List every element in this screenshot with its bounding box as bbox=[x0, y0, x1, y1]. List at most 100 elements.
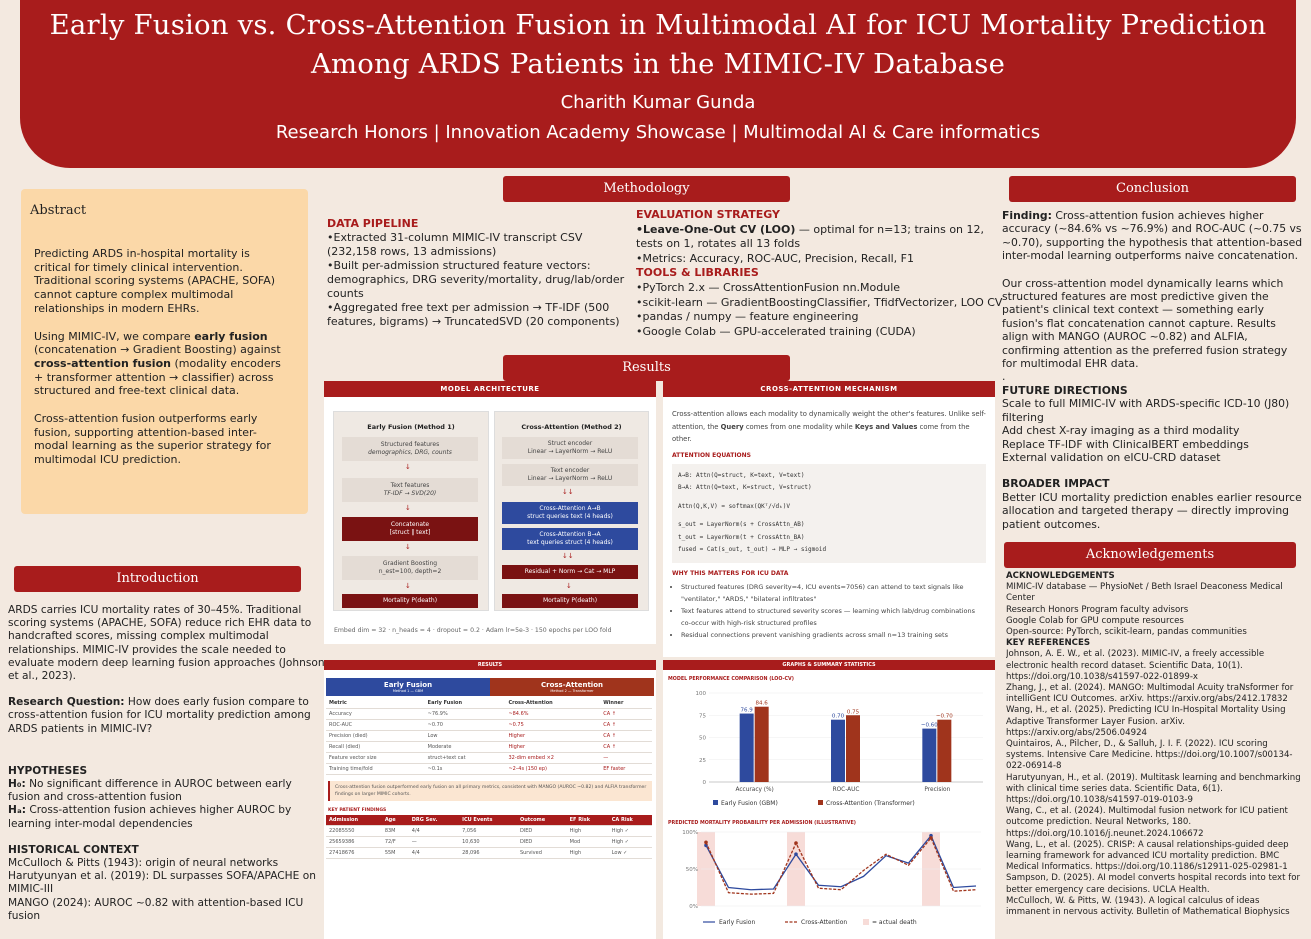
results-banner: Results bbox=[503, 355, 790, 381]
results-header-row: Early Fusion Method 1 — GBM Cross-Attenti… bbox=[326, 678, 654, 696]
table-cell: 22085550 bbox=[326, 825, 382, 837]
table-row: Feature vector size struct+text cat 32-dim… bbox=[326, 752, 652, 764]
bar-chart-title: MODEL PERFORMANCE COMPARISON (LOO-CV) bbox=[668, 677, 794, 682]
series-line bbox=[705, 836, 977, 895]
bar bbox=[754, 706, 769, 782]
table-cell: High ✓ bbox=[608, 836, 652, 848]
table-cell: ~84.6% bbox=[505, 708, 601, 720]
evaluation-strategy: EVALUATION STRATEGY •Leave-One-Out CV (L… bbox=[636, 208, 1003, 338]
table-cell: High bbox=[566, 825, 609, 837]
bar-value-label: 0.70 bbox=[832, 714, 845, 720]
conclusion-banner: Conclusion bbox=[1009, 176, 1296, 202]
legend-label: = actual death bbox=[872, 919, 917, 926]
table-header-row: Metric Early Fusion Cross-Attention Winner bbox=[326, 698, 652, 709]
introduction-banner: Introduction bbox=[14, 566, 301, 592]
architecture-footnote: Embed dim = 32 · n_heads = 4 · dropout =… bbox=[334, 627, 612, 634]
legend-swatch bbox=[863, 919, 869, 925]
table-cell: Higher bbox=[505, 730, 601, 742]
table-cell: Low ✓ bbox=[608, 847, 652, 859]
table-row: ROC-AUC ~0.70 ~0.75 CA ↑ bbox=[326, 719, 652, 731]
x-tick-label: Precision bbox=[924, 787, 950, 793]
table-cell: Survived bbox=[516, 847, 567, 859]
legend-label: Cross-Attention (Transformer) bbox=[826, 800, 915, 807]
abstract-box: Abstract Predicting ARDS in-hospital mor… bbox=[21, 189, 308, 514]
y-tick-label: 0% bbox=[689, 904, 698, 910]
y-tick-label: 100 bbox=[696, 691, 707, 697]
table-row: Accuracy ~76.9% ~84.6% CA ↑ bbox=[326, 708, 652, 720]
methodology-banner: Methodology bbox=[503, 176, 790, 202]
bar bbox=[937, 719, 952, 782]
ca-output-node: Mortality P(death) bbox=[502, 594, 638, 608]
results-table-title: RESULTS bbox=[324, 660, 656, 670]
table-cell: ~0.70 bbox=[424, 719, 506, 731]
legend-label: Cross-Attention bbox=[801, 919, 847, 926]
legend-label: Early Fusion (GBM) bbox=[721, 800, 778, 807]
table-cell: ROC-AUC bbox=[326, 719, 425, 731]
ef-arrow-1: ↓ bbox=[405, 463, 411, 471]
legend-label: Early Fusion bbox=[719, 919, 755, 926]
kp-header-row: Admission Age DRG Sev. ICU Events Outcome EF … bbox=[326, 815, 652, 826]
table-cell: CA ↑ bbox=[600, 708, 652, 720]
table-row: 27418676 55M 4/4 28,096 Survived High Low ✓ bbox=[326, 847, 652, 859]
table-cell: 10,630 bbox=[459, 836, 517, 848]
y-tick-label: 0 bbox=[703, 780, 707, 786]
table-cell: ~0.75 bbox=[505, 719, 601, 731]
table-cell: Low bbox=[424, 730, 506, 742]
why-list: Structured features (DRG severity=4, ICU… bbox=[681, 581, 986, 641]
table-cell: High ✓ bbox=[608, 825, 652, 837]
acknowledgements-banner: Acknowledgements bbox=[1004, 542, 1296, 568]
table-cell: Mod bbox=[566, 836, 609, 848]
table-cell: 25659386 bbox=[326, 836, 382, 848]
bar bbox=[739, 713, 754, 782]
table-cell: DIED bbox=[516, 836, 567, 848]
table-cell: CA ↑ bbox=[600, 730, 652, 742]
table-cell: CA ↑ bbox=[600, 741, 652, 753]
table-cell: EF faster bbox=[600, 763, 652, 775]
line-chart-title: PREDICTED MORTALITY PROBABILITY PER ADMI… bbox=[668, 821, 856, 826]
abstract-body: Predicting ARDS in-hospital mortality is… bbox=[34, 247, 281, 467]
ef-text-node: Text features TF-IDF → SVD(20) bbox=[342, 478, 478, 502]
cross-attention-mechanism-panel: CROSS-ATTENTION MECHANISM Cross-attentio… bbox=[663, 381, 995, 657]
poster-header: Early Fusion vs. Cross-Attention Fusion … bbox=[20, 0, 1296, 168]
introduction-body: ARDS carries ICU mortality rates of 30–4… bbox=[8, 604, 325, 922]
ef-arrow-4: ↓ bbox=[405, 582, 411, 590]
y-tick-label: 100% bbox=[682, 830, 698, 836]
table-cell: CA ↑ bbox=[600, 719, 652, 731]
ef-arrow-2: ↓ bbox=[405, 504, 411, 512]
table-cell: Higher bbox=[505, 741, 601, 753]
mechanism-title: CROSS-ATTENTION MECHANISM bbox=[663, 381, 995, 397]
ca-residual-node: Residual + Norm → Cat → MLP bbox=[502, 565, 638, 579]
legend-swatch bbox=[818, 800, 823, 805]
y-tick-label: 50 bbox=[699, 736, 706, 742]
why-title: WHY THIS MATTERS FOR ICU DATA bbox=[672, 569, 789, 577]
table-cell: 83M bbox=[381, 825, 409, 837]
ca-text-encoder-node: Text encoder Linear → LayerNorm → ReLU bbox=[502, 464, 638, 486]
ca-cross-ab-node: Cross-Attention A→B struct queries text (… bbox=[502, 502, 638, 524]
table-cell: 27418676 bbox=[326, 847, 382, 859]
architecture-title: MODEL ARCHITECTURE bbox=[324, 381, 656, 397]
table-cell: — bbox=[408, 836, 460, 848]
key-patient-table: Admission Age DRG Sev. ICU Events Outcome EF … bbox=[326, 815, 652, 859]
table-cell: DIED bbox=[516, 825, 567, 837]
y-tick-label: 75 bbox=[699, 713, 706, 719]
table-cell: High bbox=[566, 847, 609, 859]
results-table-panel: RESULTS Early Fusion Method 1 — GBM Cross… bbox=[324, 660, 656, 939]
data-pipeline: DATA PIPELINE •Extracted 31-column MIMIC… bbox=[327, 217, 625, 328]
table-cell: 4/4 bbox=[408, 847, 460, 859]
bar-value-label: ~0.60 bbox=[921, 723, 938, 729]
x-tick-label: ROC-AUC bbox=[833, 787, 860, 793]
conclusion-body: Finding: Cross-attention fusion achieves… bbox=[1002, 209, 1303, 531]
ca-struct-encoder-node: Struct encoder Linear → LayerNorm → ReLU bbox=[502, 437, 638, 459]
ef-gbm-node: Gradient Boosting n_est=100, depth=2 bbox=[342, 556, 478, 580]
table-cell: 7,056 bbox=[459, 825, 517, 837]
bar-value-label: 76.9 bbox=[741, 708, 754, 714]
table-cell: ~2–4s (150 ep) bbox=[505, 763, 601, 775]
y-tick-label: 25 bbox=[699, 758, 706, 764]
ca-cross-ba-node: Cross-Attention B→A text queries struct (… bbox=[502, 528, 638, 550]
acknowledgements-body: ACKNOWLEDGEMENTS MIMIC-IV database — Phy… bbox=[1006, 571, 1301, 918]
ca-arrow-2: ↓↓ bbox=[562, 552, 574, 560]
table-cell: 28,096 bbox=[459, 847, 517, 859]
ef-arrow-3: ↓ bbox=[405, 543, 411, 551]
table-row: Recall (died) Moderate Higher CA ↑ bbox=[326, 741, 652, 753]
y-tick-label: 50% bbox=[686, 867, 698, 873]
